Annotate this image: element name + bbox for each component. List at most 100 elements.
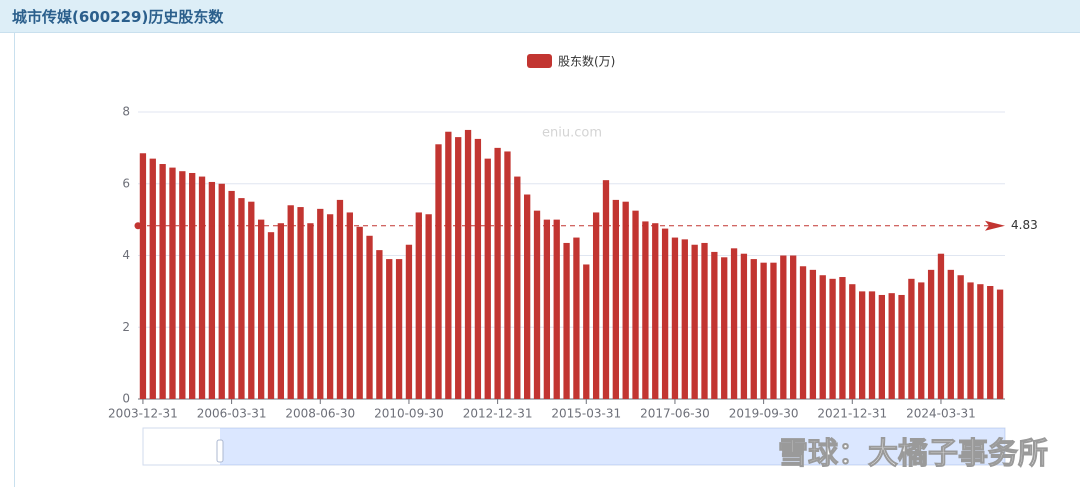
x-tick-label: 2021-12-31: [817, 407, 887, 421]
x-tick-label: 2024-03-31: [906, 407, 976, 421]
y-tick-label: 2: [122, 320, 130, 334]
bar: [927, 269, 935, 399]
x-tick-label: 2010-09-30: [374, 407, 444, 421]
y-tick-label: 6: [122, 176, 130, 190]
bar: [681, 239, 688, 399]
legend-label: 股东数(万): [558, 54, 615, 69]
bar: [179, 171, 186, 399]
bar: [898, 294, 905, 399]
bar: [228, 190, 235, 399]
legend-swatch: [527, 54, 552, 68]
x-tick-label: 2017-06-30: [640, 407, 710, 421]
bar: [405, 244, 413, 399]
bar: [602, 180, 610, 399]
bar: [799, 266, 807, 399]
bar: [957, 275, 964, 399]
bar: [996, 289, 1004, 399]
bar: [661, 228, 669, 399]
bar: [967, 282, 974, 399]
bar: [287, 205, 294, 399]
average-label: 4.83: [1011, 218, 1038, 232]
bar: [701, 242, 708, 399]
bar: [474, 138, 482, 399]
bar: [573, 237, 580, 399]
bar: [977, 284, 984, 399]
zoom-slider[interactable]: [142, 427, 1006, 466]
bar: [711, 251, 718, 399]
bar: [612, 199, 619, 399]
bar: [267, 232, 275, 399]
bar: [464, 129, 472, 399]
x-tick-label: 2012-12-31: [463, 407, 533, 421]
bar: [829, 278, 836, 399]
frame-border: [14, 33, 15, 487]
bar: [435, 144, 442, 399]
bar: [317, 208, 324, 399]
bar: [849, 284, 856, 399]
bar: [987, 285, 994, 399]
bar: [524, 194, 531, 399]
bar: [770, 262, 777, 399]
bar: [366, 235, 373, 399]
bar: [189, 172, 196, 399]
x-tick-label: 2008-06-30: [285, 407, 355, 421]
bar: [356, 226, 363, 399]
bar: [790, 255, 797, 399]
bar: [376, 250, 383, 399]
bar: [159, 164, 166, 399]
bar: [484, 158, 491, 399]
bar: [622, 201, 629, 399]
bar: [198, 176, 206, 399]
bar: [277, 223, 285, 399]
bar: [415, 212, 422, 399]
bar: [169, 167, 176, 399]
zoom-selection[interactable]: [220, 428, 1005, 465]
x-tick-label: 2019-09-30: [729, 407, 799, 421]
bar: [583, 264, 590, 399]
bar: [937, 253, 945, 399]
bar: [208, 181, 216, 399]
bar: [858, 291, 866, 399]
y-tick-label: 8: [122, 105, 130, 119]
bar: [395, 259, 403, 399]
bar: [139, 153, 147, 399]
bar: [868, 291, 876, 399]
bar: [238, 198, 245, 399]
bar: [533, 210, 541, 399]
bar: [218, 183, 225, 399]
watermark: eniu.com: [542, 126, 602, 141]
bar: [248, 201, 255, 399]
x-tick-label: 2015-03-31: [551, 407, 621, 421]
average-arrow: [985, 220, 1005, 231]
bar: [721, 257, 728, 399]
bar: [297, 207, 304, 399]
bar: [947, 269, 954, 399]
bar: [632, 210, 639, 399]
bar: [652, 223, 659, 399]
bar: [760, 262, 767, 399]
bar: [671, 237, 679, 399]
bar: [839, 277, 846, 399]
watermark: 雪球：大橘子事务所: [778, 437, 1048, 472]
bar: [592, 212, 600, 399]
bar: [888, 293, 895, 399]
bar: [336, 199, 344, 399]
bar: [425, 214, 432, 399]
bar: [494, 147, 501, 399]
page-title: 城市传媒(600229)历史股东数: [12, 8, 224, 26]
y-tick-label: 0: [122, 392, 130, 406]
average-start: [134, 222, 142, 230]
bar: [918, 282, 925, 399]
bar: [819, 275, 826, 399]
bar: [553, 219, 560, 399]
zoom-handle[interactable]: [216, 439, 224, 463]
bar: [809, 269, 817, 399]
bar: [504, 151, 511, 399]
bar: [386, 259, 393, 399]
bar: [780, 255, 787, 399]
bar: [750, 259, 757, 399]
bar: [346, 212, 353, 399]
header: 城市传媒(600229)历史股东数: [0, 0, 1080, 33]
bar: [258, 219, 265, 399]
